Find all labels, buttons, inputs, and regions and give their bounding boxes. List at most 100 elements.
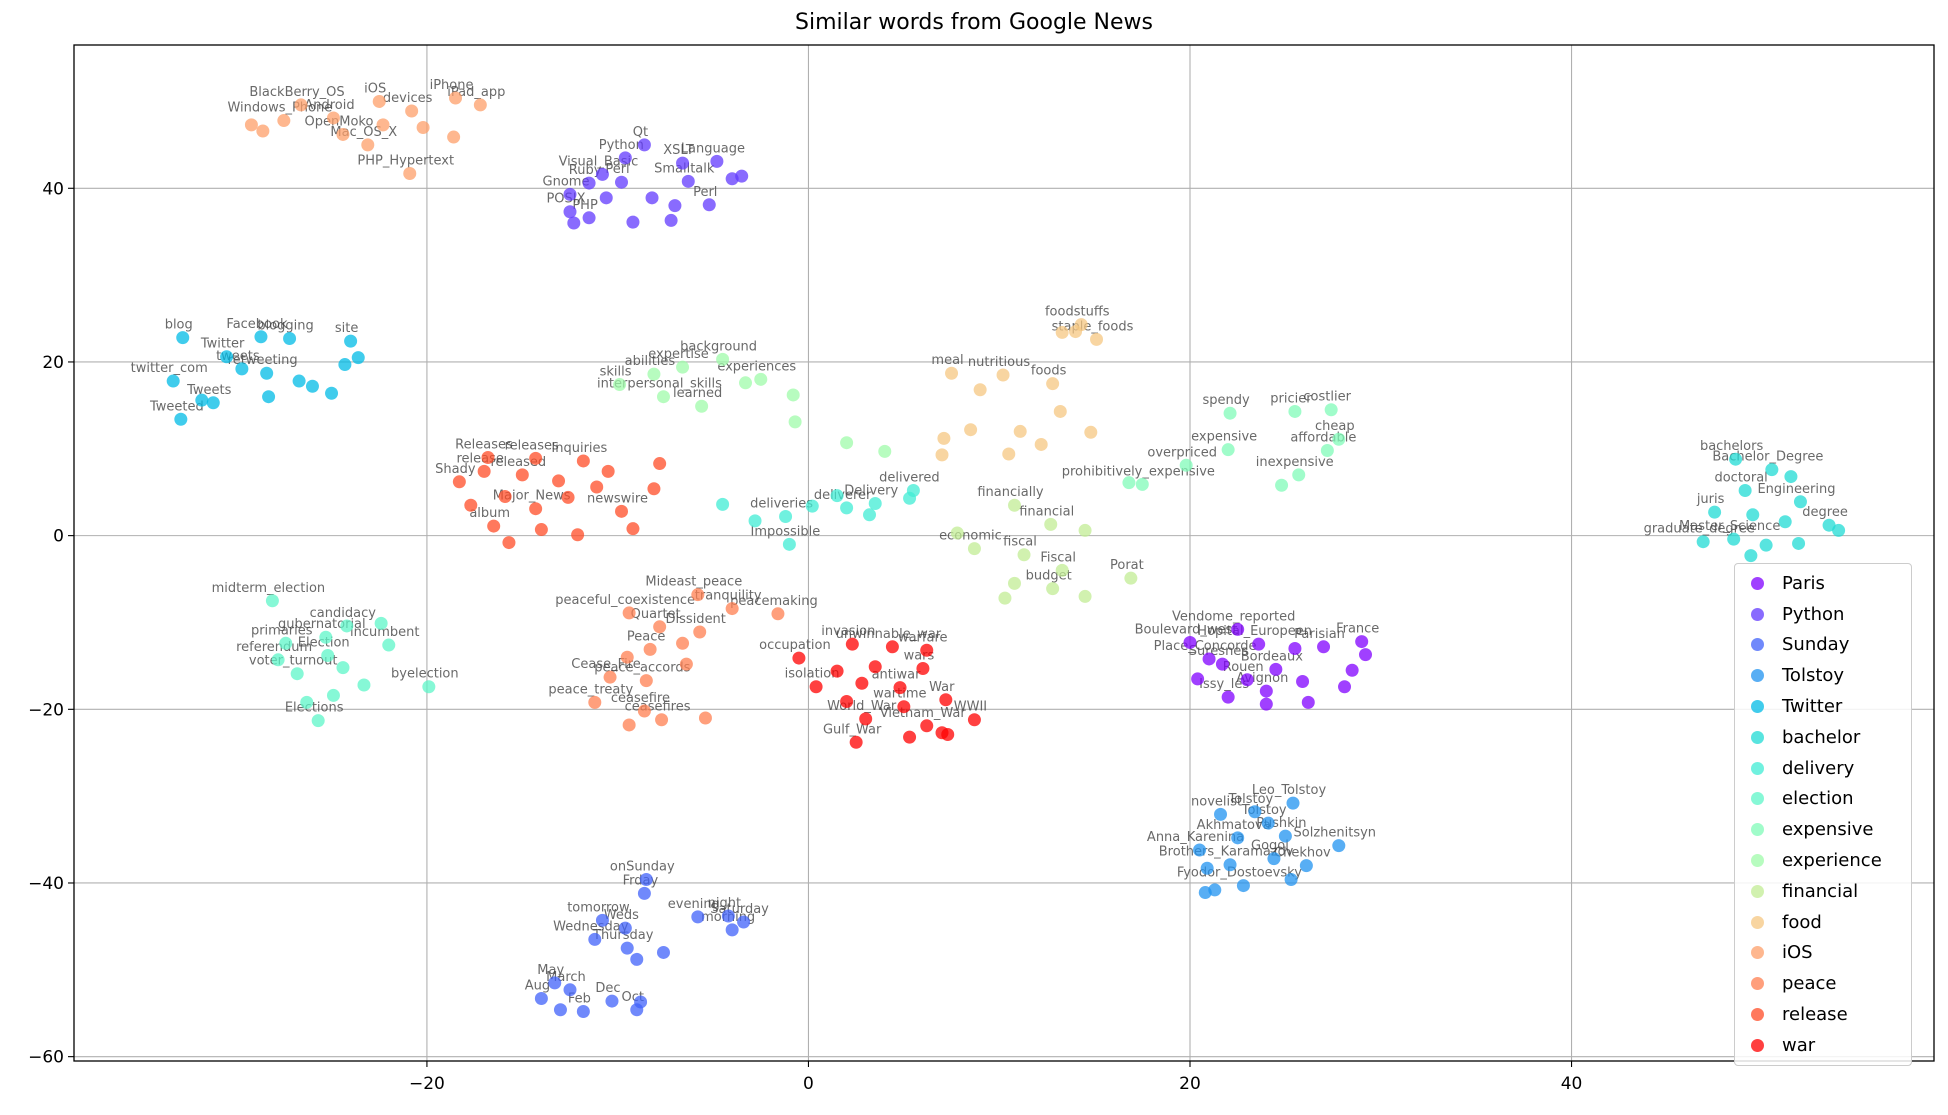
point-label: XSLT [663,143,694,158]
data-point-delivery [863,508,877,522]
data-point-twitter [283,332,297,346]
data-point-war [967,713,981,727]
point-label: juris [1696,492,1725,507]
data-point-sunday [637,886,651,900]
data-point-ios [361,138,375,152]
data-point-experience [676,360,690,374]
data-point-python [702,198,716,212]
point-label: evening [668,897,720,912]
data-point-tolstoy [1332,839,1346,853]
data-point-election [422,680,436,694]
point-label: Weds [604,908,639,923]
point-label: iPhone [430,78,474,93]
data-point-tolstoy [1278,829,1292,843]
point-label: financial [1019,504,1074,519]
data-point-sunday [588,932,602,946]
legend-item-financial: financial [1741,876,1905,907]
x-tick-label: −20 [409,1074,445,1094]
data-point-sunday [595,913,609,927]
data-point-python [595,167,609,181]
data-point-peace [622,606,636,620]
point-label: expertise [648,347,709,362]
data-point-peace [693,625,707,639]
point-label: Fiscal [1040,550,1076,565]
legend-marker [1751,854,1764,868]
data-point-python [582,211,596,225]
data-point-twitter [206,396,220,410]
point-label: Mideast_peace [645,575,742,590]
data-point-financial [1046,582,1060,596]
legend-label: Twitter [1782,696,1843,718]
point-label: learned [673,386,722,401]
data-point-delivery [782,537,796,551]
data-point-sunday [553,1003,567,1017]
data-point-paris [1259,684,1273,698]
data-point-ios [277,114,291,128]
data-point-sunday [605,994,619,1008]
point-label: PHP [572,198,598,213]
point-label: Vietnam_War [880,706,967,721]
point-label: foods [1031,364,1067,379]
point-label: economic [939,529,1002,544]
data-point-financial [1017,548,1031,562]
data-point-tolstoy [1231,831,1245,845]
data-point-ios [376,118,390,132]
point-label: Engineering [1757,482,1835,497]
data-point-release [481,450,495,464]
point-label: France [1336,622,1379,637]
point-label: tomorrow [567,900,630,915]
data-point-ios [447,130,461,144]
data-point-release [571,528,585,542]
data-point-financial [1055,563,1069,577]
data-point-ios [416,120,430,134]
point-label: Android [304,98,354,113]
legend-label: food [1782,911,1822,933]
data-point-tolstoy [1299,859,1313,873]
point-label: cheap [1315,419,1355,434]
data-point-paris [1269,662,1283,676]
legend-marker [1751,823,1764,837]
chart-title: Similar words from Google News [795,10,1153,35]
data-point-python [710,154,724,168]
point-label: ceasefire [611,691,670,706]
point-label: financially [977,485,1044,500]
legend-item-sunday: Sunday [1741,630,1905,661]
point-label: spendy [1202,393,1250,408]
point-label: Elections [285,701,344,716]
data-point-sunday [534,991,548,1005]
data-point-ios [294,98,308,112]
data-point-food [937,431,951,445]
data-point-tolstoy [1193,843,1207,857]
data-point-release [534,523,548,537]
data-point-delivery [805,499,819,513]
data-point-expensive [1135,477,1149,491]
point-label: newswire [587,491,648,506]
legend-label: experience [1782,850,1882,872]
data-point-war [893,681,907,695]
data-point-sunday [630,952,644,966]
data-point-release [452,475,466,489]
data-point-twitter [292,374,306,388]
data-point-war [903,730,917,744]
data-point-paris [1221,690,1235,704]
point-label: Twitter [200,337,245,352]
legend-marker [1751,576,1764,590]
legend-item-delivery: delivery [1741,753,1905,784]
data-point-bachelor [1765,463,1779,477]
point-label: Tweets [186,383,232,398]
data-point-release [615,504,629,518]
data-point-delivery [903,491,917,505]
legend-marker [1751,884,1764,898]
data-point-release [590,480,604,494]
data-point-paris [1215,657,1229,671]
legend-item-ios: iOS [1741,938,1905,969]
data-point-python [645,191,659,205]
data-point-war [935,726,949,740]
point-label: prohibitively_expensive [1062,464,1215,479]
data-point-ios [244,118,258,132]
data-point-ios [336,127,350,141]
point-label: Quartet [631,607,681,622]
point-label: Chekhov [1274,846,1331,861]
data-point-bachelor [1729,452,1743,466]
point-label: byelection [391,667,459,682]
